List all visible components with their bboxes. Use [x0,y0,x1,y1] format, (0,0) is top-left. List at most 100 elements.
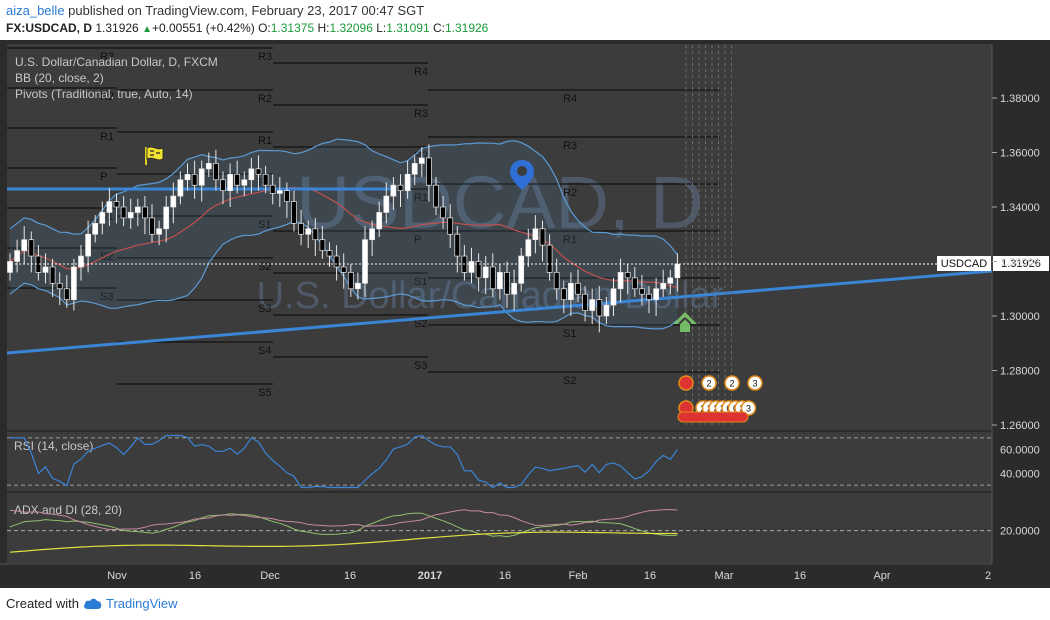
time-axis-label: Feb [569,570,588,582]
candle-body [28,239,35,257]
candle-body [411,163,418,175]
candle-body [298,223,304,235]
low-value: 1.31091 [386,21,430,35]
price-axis-label: 1.28000 [1000,366,1040,378]
candle-body [525,239,532,257]
di-plus-line [9,512,678,538]
pivot-label: S3 [100,291,113,303]
footer: Created with TradingView [0,588,1050,620]
bb-fill [10,139,678,329]
event-badge-strip [677,411,749,423]
candle-body [319,239,326,251]
pivot-label: P [258,177,265,189]
candle-body [362,239,368,284]
candle-body [276,190,283,194]
candle-body [312,228,319,241]
pivot-label: R1 [414,192,428,204]
price-axis-label: 1.38000 [1000,93,1040,105]
map-pin-icon[interactable] [510,160,534,190]
footer-text: Created with TradingView [6,596,178,611]
candle-body [156,228,162,235]
candle-body [440,206,446,219]
time-axis-label: 16 [499,570,511,582]
chart-header: aiza_belle published on TradingView.com,… [0,0,1050,40]
open-value: 1.31375 [270,21,315,35]
event-badge [701,375,717,391]
pivot-label: R2 [100,91,114,103]
trendlines[interactable] [6,187,993,355]
ascending-trendline[interactable] [6,269,993,355]
candle-body [49,266,56,284]
high-label: H: [317,21,330,35]
close-label: C: [432,21,445,35]
event-badge-label: 3 [752,379,757,389]
candle-body [426,157,432,186]
candle-body [127,212,134,219]
pivot-label: S2 [258,261,271,273]
candle-body [404,173,411,192]
candle-body [532,228,539,241]
pivot-label: R2 [563,187,577,199]
green-up-arrow-icon[interactable] [673,312,697,332]
rsi-pane [7,432,992,491]
candle-body [603,304,610,317]
economic-event-badges[interactable]: 22323330033 [677,375,763,423]
time-axis-label: Apr [873,570,890,582]
symbol-tag [937,256,991,271]
rsi-axis-label: 40.0000 [1000,468,1040,480]
series-legend: U.S. Dollar/Canadian Dollar, D, FXCM [15,55,218,69]
candle-body [213,163,219,181]
candle-body [447,217,454,235]
chart-svg[interactable]: USDCAD, D U.S. Dollar/Canadian Dollar R3… [0,40,1050,588]
pivot-label: R1 [258,135,272,147]
candle-body [653,288,659,300]
event-badge [740,400,757,416]
candle-body [660,282,667,290]
candle-body [326,250,333,257]
candle-body [92,223,99,235]
time-axis-label: 16 [189,570,201,582]
candle-body [7,261,13,273]
high-value: 1.32096 [329,21,373,35]
candle-body [71,266,77,300]
pivots-legend: Pivots (Traditional, true, Auto, 14) [15,87,193,101]
low-label: L: [376,21,387,35]
pivot-label: R3 [258,51,272,63]
candle-body [340,266,347,273]
candle-body [468,261,475,273]
bb-upper [9,138,678,256]
event-badge-label: 2 [729,379,734,389]
close-value: 1.31926 [444,21,489,35]
watermark-main: USDCAD, D [296,161,703,244]
candle-body [149,217,155,235]
price-tag [993,256,1049,271]
price-axis-label: 1.30000 [1000,311,1040,323]
tradingview-link[interactable]: TradingView [106,596,178,611]
candle-body [99,212,106,224]
created-with-label: Created with [6,596,79,611]
candle-body [646,293,652,300]
open-label: O: [258,21,271,35]
event-badge-label: 3 [746,404,751,414]
username-link[interactable]: aiza_belle [6,3,65,18]
event-badge [747,375,763,391]
candle-body [355,282,361,290]
time-axis-label: 16 [344,570,356,582]
candle-body [163,206,170,230]
price-change: +0.00551 (+0.42%) [151,21,255,35]
candle-body [241,179,248,186]
pivot-label: R4 [414,66,428,78]
up-arrow-icon: ▲ [142,24,152,35]
flag-icon[interactable] [145,146,164,165]
candle-body [113,201,120,208]
candle-body [589,299,596,311]
symbol-label: FX:USDCAD, D [6,21,92,35]
pivot-label: S3 [258,303,271,315]
chart-area[interactable]: USDCAD, D U.S. Dollar/Canadian Dollar R3… [0,40,1050,588]
pivot-label: S2 [563,375,576,387]
candle-body [234,173,241,186]
price-axis: 1.38000 1.36000 1.34000 1.32000 1.30000 1.280… [992,93,1040,432]
candle-body [390,184,397,197]
candle-body [475,261,482,279]
rsi-line [10,434,678,489]
